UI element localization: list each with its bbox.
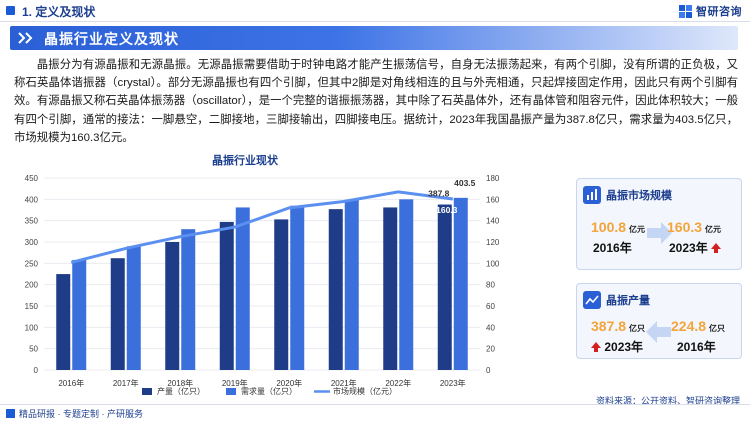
y-right-tick-label: 80 <box>486 281 495 290</box>
y-right-tick-label: 180 <box>486 174 500 183</box>
bar-production <box>165 242 180 370</box>
production-2023-year: 2023年 <box>591 338 643 355</box>
x-tick-label: 2020年 <box>276 378 302 388</box>
footer-marker-icon <box>6 409 15 418</box>
up-arrow-icon <box>711 243 722 253</box>
bar-demand <box>453 197 468 370</box>
x-tick-label: 2023年 <box>440 378 466 388</box>
top-bar: 1. 定义及现状 智研咨询 <box>0 0 750 22</box>
market-size-card: 晶振市场规模 100.8 亿元 2016年 160.3 亿元 2023年 <box>576 178 742 270</box>
y-left-tick-label: 200 <box>25 281 39 290</box>
bar-production <box>110 258 125 370</box>
bar-line-chart: 0 50 100 150 200 250 300 350 400 450 0 20 40 60 80 100 1… <box>25 174 500 396</box>
y-left-tick-label: 350 <box>25 217 39 226</box>
bar-demand <box>181 229 196 370</box>
bar-demand <box>72 259 87 370</box>
footer-tagline: 精品研报 · 专题定制 · 产研服务 <box>6 407 143 420</box>
intro-paragraph: 晶振分为有源晶振和无源晶振。无源晶振需要借助于时钟电路才能产生振荡信号，自身无法… <box>14 59 738 144</box>
data-label-market: 160.3 <box>436 205 458 215</box>
footer-text: 精品研报 · 专题定制 · 产研服务 <box>19 409 143 419</box>
market-2016-value: 100.8 亿元 <box>591 219 646 235</box>
card-header: 晶振市场规模 <box>583 185 672 205</box>
bar-production <box>274 219 289 370</box>
bar-production <box>219 221 234 370</box>
y-right-tick-label: 140 <box>486 217 500 226</box>
bar-demand <box>126 246 141 370</box>
trend-chart-icon <box>583 291 601 309</box>
y-left-tick-label: 150 <box>25 302 39 311</box>
bar-demand <box>399 199 414 370</box>
x-tick-label: 2019年 <box>222 378 248 388</box>
bar-production <box>383 207 398 370</box>
y-right-tick-label: 100 <box>486 259 500 268</box>
legend-label: 需求量（亿只） <box>241 386 297 396</box>
bar-production <box>56 274 71 370</box>
y-right-tick-label: 120 <box>486 238 500 247</box>
bar-production <box>328 209 343 370</box>
brand-logo[interactable]: 智研咨询 <box>679 4 742 18</box>
market-2023-year: 2023年 <box>669 239 722 256</box>
card-title: 晶振产量 <box>606 295 650 307</box>
data-label-demand: 403.5 <box>454 178 476 188</box>
market-size-line <box>70 190 453 264</box>
bar-demand <box>235 207 250 370</box>
x-tick-label: 2017年 <box>113 378 139 388</box>
logo-text: 智研咨询 <box>696 6 742 18</box>
chart-title: 晶振行业现状 <box>212 155 278 167</box>
card-title: 晶振市场规模 <box>606 190 672 202</box>
page-title: 晶振行业定义及现状 <box>44 31 179 47</box>
x-tick-label: 2021年 <box>331 378 357 388</box>
bar-chart-icon <box>583 186 601 204</box>
y-left-tick-label: 50 <box>29 345 38 354</box>
y-left-tick-label: 250 <box>25 259 39 268</box>
x-tick-label: 2018年 <box>167 378 193 388</box>
y-left-tick-label: 450 <box>25 174 39 183</box>
legend-swatch <box>142 388 152 395</box>
x-tick-label: 2016年 <box>58 378 84 388</box>
production-2023-value: 387.8 亿只 <box>591 318 646 334</box>
logo-icon <box>679 4 692 18</box>
bar-demand <box>344 199 359 370</box>
arrow-right-icon <box>647 222 672 244</box>
y-left-tick-label: 0 <box>34 366 39 375</box>
legend-swatch <box>226 388 236 395</box>
y-right-tick-label: 0 <box>486 366 491 375</box>
card-header: 晶振产量 <box>583 290 650 310</box>
y-right-tick-label: 60 <box>486 302 495 311</box>
production-2016-year: 2016年 <box>677 340 716 354</box>
production-card: 晶振产量 387.8 亿只 2023年 224.8 亿只 2016年 <box>576 283 742 359</box>
data-label-production: 387.8 <box>428 189 450 199</box>
y-right-tick-label: 20 <box>486 345 495 354</box>
arrow-left-icon <box>646 321 671 343</box>
footer-divider <box>0 404 750 405</box>
bar-production <box>437 204 452 370</box>
legend-label: 产量（亿只） <box>157 386 205 396</box>
title-bar: 晶振行业定义及现状 <box>10 26 738 50</box>
source-note: 资料来源：公开资料、智研咨询整理 <box>595 396 740 406</box>
x-tick-label: 2022年 <box>385 378 411 388</box>
market-2016-year: 2016年 <box>593 241 632 255</box>
y-left-tick-label: 100 <box>25 323 39 332</box>
production-2016-value: 224.8 亿只 <box>671 318 726 334</box>
section-marker-icon <box>6 6 15 15</box>
up-arrow-icon <box>591 342 601 352</box>
y-right-tick-label: 160 <box>486 195 500 204</box>
section-heading: 1. 定义及现状 <box>22 5 96 19</box>
bar-demand <box>290 205 305 370</box>
legend-label: 市场规模（亿元） <box>333 386 397 396</box>
y-left-tick-label: 400 <box>25 195 39 204</box>
y-left-tick-label: 300 <box>25 238 39 247</box>
market-2023-value: 160.3 亿元 <box>667 219 722 235</box>
y-right-tick-label: 40 <box>486 323 495 332</box>
double-chevron-icon <box>18 32 33 44</box>
